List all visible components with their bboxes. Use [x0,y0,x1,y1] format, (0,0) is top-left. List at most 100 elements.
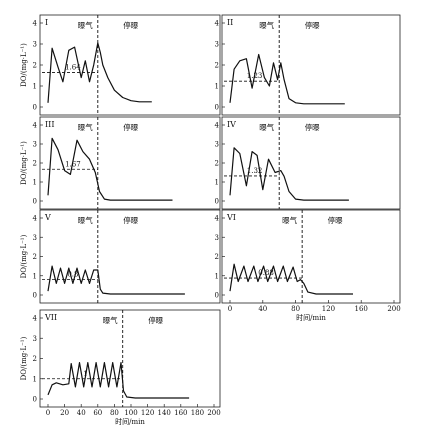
panel-id-label: V [44,213,51,222]
x-tick-label: 0 [228,305,232,313]
y-tick-label: 0 [215,292,219,300]
panel-id-label: IV [227,120,236,129]
x-tick-label: 80 [291,305,300,313]
y-tick-label: 4 [215,215,220,223]
x-axis-title: 时间/min [115,417,145,426]
average-do-label: 0.8 [67,271,78,279]
panel-id-label: II [227,18,233,27]
y-tick-label: 2 [215,253,219,261]
x-tick-label: 200 [207,409,220,417]
phase-label-stop: 停曝 [123,215,138,225]
phase-label-aeration: 曝气 [282,215,297,225]
panel-id-label: VI [226,213,236,222]
x-tick-label: 60 [93,409,102,417]
y-tick-label: 0 [215,104,219,112]
x-tick-label: 40 [77,409,86,417]
y-tick-label: 0 [215,198,219,206]
y-axis-title: DO/(mg·L⁻¹) [20,336,28,380]
panel-iv: 0 1 2 3 4 IV 曝气 停曝 1.32 [215,116,401,210]
do-series-line [47,42,152,103]
average-do-label: 1.64 [65,64,81,72]
phase-label-aeration: 曝气 [259,20,274,30]
y-axis-title: DO/(mg·L⁻¹) [20,234,28,278]
x-tick-label: 120 [322,305,335,313]
y-tick-label: 0 [33,396,37,404]
y-tick-label: 1 [33,179,37,187]
panel-id-label: III [45,120,54,129]
phase-label-aeration: 曝气 [259,122,274,132]
panel-frame [221,209,401,304]
x-tick-label: 180 [191,409,204,417]
y-tick-label: 2 [33,62,37,70]
y-tick-label: 0 [33,292,37,300]
x-tick-label: 40 [258,305,267,313]
do-series-line [47,137,173,201]
x-tick-label: 200 [387,305,400,313]
do-series-line [229,147,349,201]
y-tick-label: 4 [33,215,38,223]
panel-id-label: VII [44,313,57,322]
y-tick-label: 1 [33,83,37,91]
x-tick-label: 160 [174,409,187,417]
y-tick-label: 2 [33,160,37,168]
phase-label-stop: 停曝 [305,122,320,132]
phase-label-stop: 停曝 [123,122,138,132]
y-tick-label: 2 [215,62,219,70]
y-tick-label: 4 [215,20,220,28]
y-axis-title: DO/(mg·L⁻¹) [20,141,28,185]
y-tick-label: 0 [33,104,37,112]
average-do-label: 0.88 [258,269,274,277]
x-tick-label: 140 [158,409,171,417]
phase-label-aeration: 曝气 [78,20,93,30]
average-do-label: 1.32 [247,167,263,175]
y-tick-label: 4 [33,20,38,28]
y-tick-label: 0 [33,198,37,206]
y-tick-label: 3 [215,141,219,149]
do-series-line [229,263,353,295]
y-tick-label: 1 [33,272,37,280]
y-tick-label: 2 [33,355,37,363]
y-tick-label: 3 [33,141,37,149]
y-tick-label: 1 [215,272,219,280]
y-tick-label: 4 [33,315,38,323]
y-tick-label: 1 [215,83,219,91]
phase-label-stop: 停曝 [123,20,138,30]
y-axis-title: DO/(mg·L⁻¹) [20,43,28,87]
phase-label-aeration: 曝气 [78,122,93,132]
y-tick-label: 3 [215,41,219,49]
y-tick-label: 3 [215,234,219,242]
y-tick-label: 4 [215,122,220,130]
y-tick-label: 2 [33,253,37,261]
x-axis-title: 时间/min [296,313,326,322]
panel-frame [39,309,221,408]
y-tick-label: 3 [33,234,37,242]
x-tick-label: 120 [141,409,154,417]
panel-id-label: I [45,18,48,27]
x-tick-label: 100 [124,409,137,417]
y-tick-label: 3 [33,41,37,49]
phase-label-aeration: 曝气 [103,315,118,325]
do-series-line [229,53,345,105]
phase-label-stop: 停曝 [148,315,163,325]
x-tick-label: 160 [355,305,368,313]
phase-label-stop: 停曝 [328,215,343,225]
panel-v: 0 1 2 3 4 DO/(mg·L⁻¹) V 曝气 停曝 0.8 [20,209,221,304]
phase-label-aeration: 曝气 [78,215,93,225]
phase-label-stop: 停曝 [305,20,320,30]
x-tick-label: 0 [46,409,50,417]
y-tick-label: 3 [33,335,37,343]
x-tick-label: 80 [110,409,119,417]
y-tick-label: 4 [33,122,38,130]
panel-frame [221,14,401,116]
x-tick-label: 20 [60,409,69,417]
do-series-line [47,362,190,399]
y-tick-label: 1 [215,179,219,187]
y-tick-label: 1 [33,375,37,383]
y-tick-label: 2 [215,160,219,168]
do-series-line [47,265,185,295]
